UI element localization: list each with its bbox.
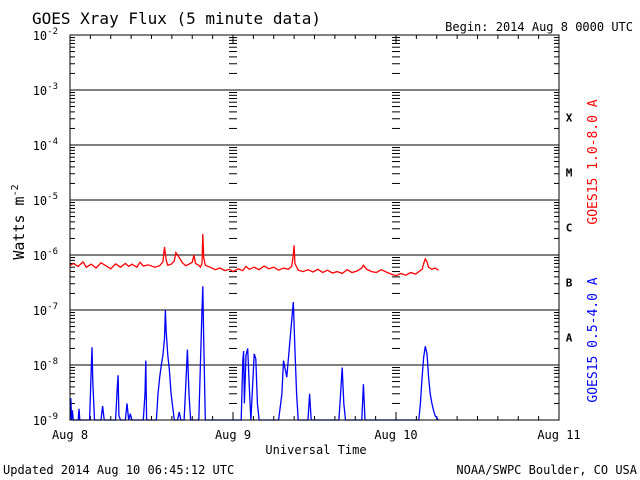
y-tick-label-base: 10 [33,84,47,98]
y-tick-label: 10-2 [33,27,58,43]
y-tick-label-base: 10 [33,304,47,318]
y-tick-label-exponent: -9 [47,412,58,422]
plot-frame [69,34,560,421]
y-tick-label-base: 10 [33,359,47,373]
y-axis-label-text: Watts m [10,196,28,259]
flare-class-label: C [566,222,573,235]
y-axis-label-superscript: -2 [10,184,21,196]
grid-layer [70,89,559,366]
y-tick-label-exponent: -6 [47,247,58,257]
y-tick-label: 10-7 [33,302,58,318]
y-tick-label-base: 10 [33,139,47,153]
legend-long-channel: GOES15 1.0-8.0 A [586,99,601,224]
flare-class-label: M [566,167,573,180]
y-tick-label: 10-5 [33,192,58,208]
y-tick-label-exponent: -3 [47,82,58,92]
flare-class-layer: X M C B A [566,112,573,345]
y-tick-label-exponent: -2 [47,27,58,37]
x-tick-label: Aug 11 [537,428,580,442]
y-tick-label-exponent: -5 [47,192,58,202]
x-tick-label: Aug 10 [374,428,417,442]
y-tick-label: 10-4 [33,137,58,153]
flare-class-label: A [566,332,573,345]
y-tick-label-layer: 10-210-310-410-510-610-710-810-9 [33,27,58,428]
x-tick-label: Aug 8 [52,428,88,442]
legend-short-channel: GOES15 0.5-4.0 A [586,277,601,402]
y-tick-label-base: 10 [33,249,47,263]
y-tick-label: 10-9 [33,412,58,428]
flare-class-label: X [566,112,573,125]
series-line-long [69,234,439,277]
chart-title: GOES Xray Flux (5 minute data) [32,9,321,28]
y-tick-label: 10-3 [33,82,58,98]
y-tick-label-exponent: -4 [47,137,58,147]
begin-date: Begin: 2014 Aug 8 0000 UTC [445,20,633,34]
y-tick-label: 10-8 [33,357,58,373]
x-tick-label: Aug 9 [215,428,251,442]
y-axis-label: Watts m-2 [10,184,28,259]
updated-timestamp: Updated 2014 Aug 10 06:45:12 UTC [3,463,234,477]
credit-text: NOAA/SWPC Boulder, CO USA [456,463,637,477]
y-tick-label: 10-6 [33,247,58,263]
y-tick-label-exponent: -8 [47,357,58,367]
x-tick-label-layer: Aug 8 Aug 9 Aug 10 Aug 11 [52,428,581,442]
y-tick-label-base: 10 [33,29,47,43]
y-tick-label-base: 10 [33,414,47,428]
flare-class-label: B [566,277,573,290]
y-tick-label-exponent: -7 [47,302,58,312]
tick-layer [69,34,560,421]
x-axis-label: Universal Time [265,443,366,457]
y-tick-label-base: 10 [33,194,47,208]
